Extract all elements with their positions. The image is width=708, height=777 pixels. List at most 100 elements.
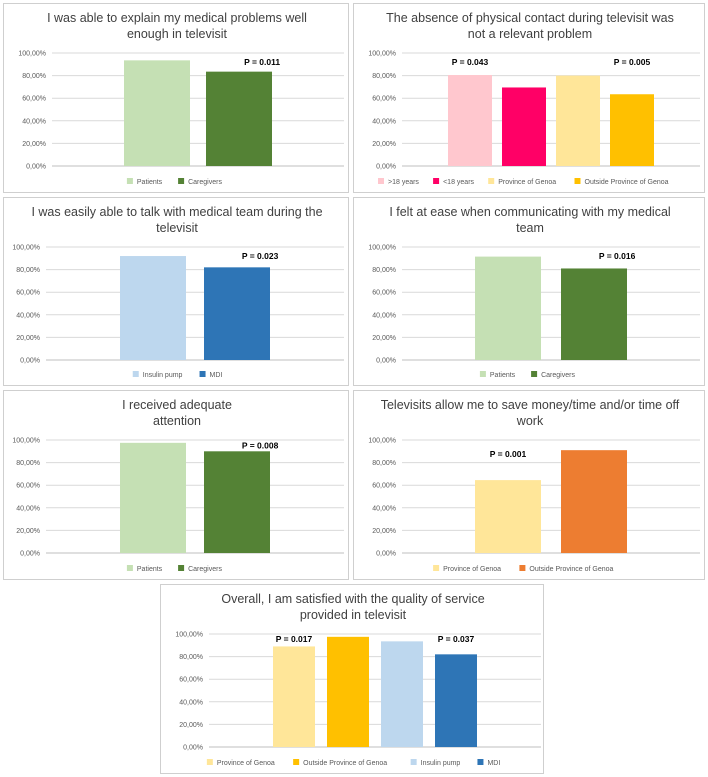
- y-tick-label: 0,00%: [183, 745, 203, 752]
- y-tick-label: 60,00%: [372, 96, 396, 103]
- y-tick-label: 40,00%: [372, 118, 396, 125]
- bar--18-years: [502, 87, 546, 166]
- y-tick-label: 80,00%: [179, 654, 203, 661]
- bar-insulin-pump: [381, 641, 423, 747]
- p-value-annotation: P = 0.017: [276, 634, 313, 644]
- legend-swatch: [126, 565, 133, 571]
- bar-insulin-pump: [120, 256, 186, 360]
- y-tick-label: 40,00%: [16, 312, 40, 319]
- bar-caregivers: [561, 268, 627, 360]
- y-tick-label: 0,00%: [26, 164, 46, 171]
- y-tick-label: 60,00%: [16, 290, 40, 297]
- y-tick-label: 60,00%: [372, 290, 396, 297]
- y-tick-label: 0,00%: [20, 551, 40, 558]
- legend-swatch: [178, 178, 185, 184]
- chart-panel-felt-at-ease: I felt at ease when communicating with m…: [353, 197, 705, 386]
- y-tick-label: 40,00%: [372, 505, 396, 512]
- p-value-annotation: P = 0.023: [242, 251, 279, 261]
- y-tick-label: 60,00%: [22, 96, 46, 103]
- legend-swatch: [206, 759, 213, 765]
- chart-title-line: I received adequate: [122, 398, 232, 412]
- chart-panel-physical-contact: The absence of physical contact during t…: [353, 3, 705, 193]
- p-value-annotation: P = 0.011: [244, 57, 280, 67]
- y-tick-label: 40,00%: [179, 699, 203, 706]
- legend-label: Outside Province of Genoa: [303, 760, 387, 767]
- legend-label: MDI: [487, 760, 500, 767]
- y-tick-label: 20,00%: [179, 722, 203, 729]
- bar-caregivers: [206, 71, 272, 166]
- y-tick-label: 80,00%: [16, 267, 40, 274]
- bar-mdi: [435, 654, 477, 747]
- chart-svg: The absence of physical contact during t…: [368, 11, 700, 186]
- y-tick-label: 40,00%: [372, 312, 396, 319]
- y-tick-label: 0,00%: [20, 358, 40, 365]
- chart-title-line: attention: [153, 414, 201, 428]
- y-tick-label: 80,00%: [372, 460, 396, 467]
- y-tick-label: 100,00%: [18, 51, 46, 58]
- p-value-annotation: P = 0.005: [614, 57, 651, 67]
- chart-panel-explain-problems: I was able to explain my medical problem…: [3, 3, 349, 193]
- y-tick-label: 20,00%: [372, 335, 396, 342]
- chart-svg: Televisits allow me to save money/time a…: [368, 398, 700, 573]
- chart-svg: I received adequate attention 0,00% 20,00% 4…: [12, 398, 344, 573]
- legend-label: Province of Genoa: [498, 179, 556, 186]
- legend-label: Insulin pump: [143, 372, 183, 379]
- y-tick-label: 20,00%: [22, 141, 46, 148]
- y-tick-label: 80,00%: [372, 73, 396, 80]
- legend-swatch: [488, 178, 495, 184]
- p-value-annotation: P = 0.043: [452, 57, 489, 67]
- legend-label: Caregivers: [188, 566, 222, 573]
- legend-label: Outside Province of Genoa: [585, 179, 669, 186]
- y-tick-label: 60,00%: [16, 483, 40, 490]
- y-tick-label: 60,00%: [372, 483, 396, 490]
- bar-outside-province-of-genoa: [327, 636, 369, 747]
- bar-caregivers: [204, 451, 270, 553]
- bar-patients: [124, 60, 190, 166]
- y-tick-label: 20,00%: [16, 335, 40, 342]
- chart-title-line: Televisits allow me to save money/time a…: [381, 398, 680, 412]
- legend-swatch: [479, 371, 486, 377]
- bar-province-of-genoa: [556, 75, 600, 166]
- bar-province-of-genoa: [475, 480, 541, 553]
- chart-svg: I felt at ease when communicating with m…: [368, 205, 700, 379]
- legend-label: Province of Genoa: [217, 760, 275, 767]
- chart-title-line: I felt at ease when communicating with m…: [389, 205, 670, 219]
- bar-province-of-genoa: [273, 646, 315, 747]
- chart-title-line: I was able to explain my medical problem…: [47, 11, 307, 25]
- legend-swatch: [178, 565, 185, 571]
- chart-panel-adequate-attention: I received adequate attention 0,00% 20,00% 4…: [3, 390, 349, 580]
- chart-title-line: provided in televisit: [300, 608, 407, 622]
- legend-label: MDI: [210, 372, 223, 379]
- bar--18-years: [448, 75, 492, 166]
- legend-label: Caregivers: [188, 179, 222, 186]
- bar-mdi: [204, 267, 270, 360]
- chart-panel-overall-satisfied: Overall, I am satisfied with the quality…: [160, 584, 544, 774]
- legend-swatch: [433, 565, 440, 571]
- y-tick-label: 80,00%: [16, 460, 40, 467]
- y-tick-label: 100,00%: [175, 632, 203, 639]
- legend-label: Insulin pump: [421, 760, 461, 767]
- y-tick-label: 100,00%: [368, 245, 396, 252]
- legend-label: Patients: [137, 179, 163, 186]
- chart-svg: I was easily able to talk with medical t…: [12, 205, 344, 379]
- y-tick-label: 100,00%: [368, 438, 396, 445]
- y-tick-label: 80,00%: [372, 267, 396, 274]
- legend-label: Caregivers: [541, 372, 575, 379]
- bar-patients: [120, 442, 186, 553]
- p-value-annotation: P = 0.008: [242, 440, 279, 450]
- legend-label: Outside Province of Genoa: [529, 566, 613, 573]
- legend-swatch: [574, 178, 581, 184]
- legend-swatch: [126, 178, 133, 184]
- chart-panel-talk-medical-team: I was easily able to talk with medical t…: [3, 197, 349, 386]
- y-tick-label: 20,00%: [372, 141, 396, 148]
- y-tick-label: 40,00%: [16, 505, 40, 512]
- y-tick-label: 60,00%: [179, 677, 203, 684]
- legend-swatch: [199, 371, 206, 377]
- legend-swatch: [410, 759, 417, 765]
- chart-svg: I was able to explain my medical problem…: [18, 11, 344, 186]
- legend-swatch: [132, 371, 139, 377]
- y-tick-label: 0,00%: [376, 164, 396, 171]
- bar-patients: [475, 256, 541, 360]
- y-tick-label: 80,00%: [22, 73, 46, 80]
- chart-svg: Overall, I am satisfied with the quality…: [175, 592, 541, 767]
